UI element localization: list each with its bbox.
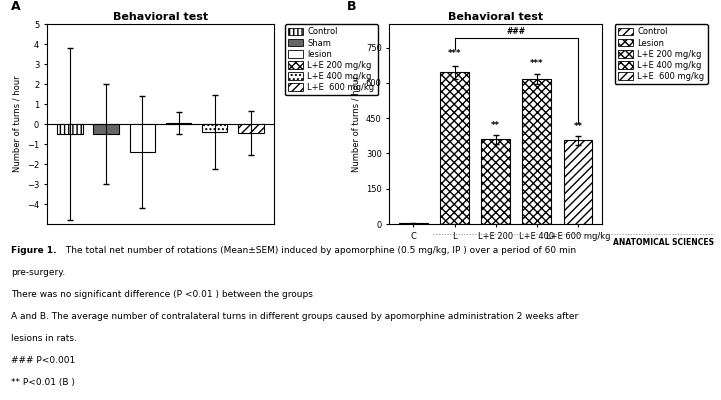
Text: The total net number of rotations (Mean±SEM) induced by apomorphine (0.5 mg/kg, : The total net number of rotations (Mean±…: [63, 246, 576, 255]
Text: ###: ###: [507, 27, 526, 36]
Y-axis label: Number of turns / hour: Number of turns / hour: [351, 76, 360, 172]
Text: **: **: [491, 121, 500, 130]
Legend: Control, Sham, lesion, L+E 200 mg/kg, L+E 400 mg/kg, L+E  600 mg/kg: Control, Sham, lesion, L+E 200 mg/kg, L+…: [285, 24, 378, 95]
Text: ***: ***: [448, 49, 461, 58]
Text: lesions in rats.: lesions in rats.: [11, 334, 76, 343]
Text: B: B: [347, 0, 356, 13]
Bar: [57, 124, 82, 134]
Text: A and B. The average number of contralateral turns in different groups caused by: A and B. The average number of contralat…: [11, 312, 578, 321]
Text: **: **: [573, 122, 583, 131]
Text: ### P<0.001: ### P<0.001: [11, 356, 75, 365]
Bar: [440, 72, 469, 224]
Bar: [202, 124, 227, 132]
Bar: [94, 124, 119, 134]
Text: ** P<0.01 (B ): ** P<0.01 (B ): [11, 378, 75, 387]
Bar: [482, 139, 510, 224]
Title: Behavioral test: Behavioral test: [113, 12, 208, 22]
Bar: [564, 140, 593, 224]
Text: ANATOMICAL SCIENCES: ANATOMICAL SCIENCES: [613, 238, 714, 247]
Text: A: A: [11, 0, 20, 13]
Text: There was no significant difference (P <0.01 ) between the groups: There was no significant difference (P <…: [11, 290, 313, 299]
Bar: [239, 124, 264, 133]
Bar: [130, 124, 155, 152]
Y-axis label: Number of turns / hour: Number of turns / hour: [12, 76, 22, 172]
Text: pre-surgery.: pre-surgery.: [11, 268, 65, 277]
Text: Figure 1.: Figure 1.: [11, 246, 56, 255]
Bar: [523, 79, 552, 224]
Title: Behavioral test: Behavioral test: [448, 12, 543, 22]
Text: ***: ***: [530, 58, 544, 68]
Bar: [166, 123, 191, 124]
Bar: [399, 223, 428, 224]
Legend: Control, Lesion, L+E 200 mg/kg, L+E 400 mg/kg, L+E  600 mg/kg: Control, Lesion, L+E 200 mg/kg, L+E 400 …: [615, 24, 708, 84]
